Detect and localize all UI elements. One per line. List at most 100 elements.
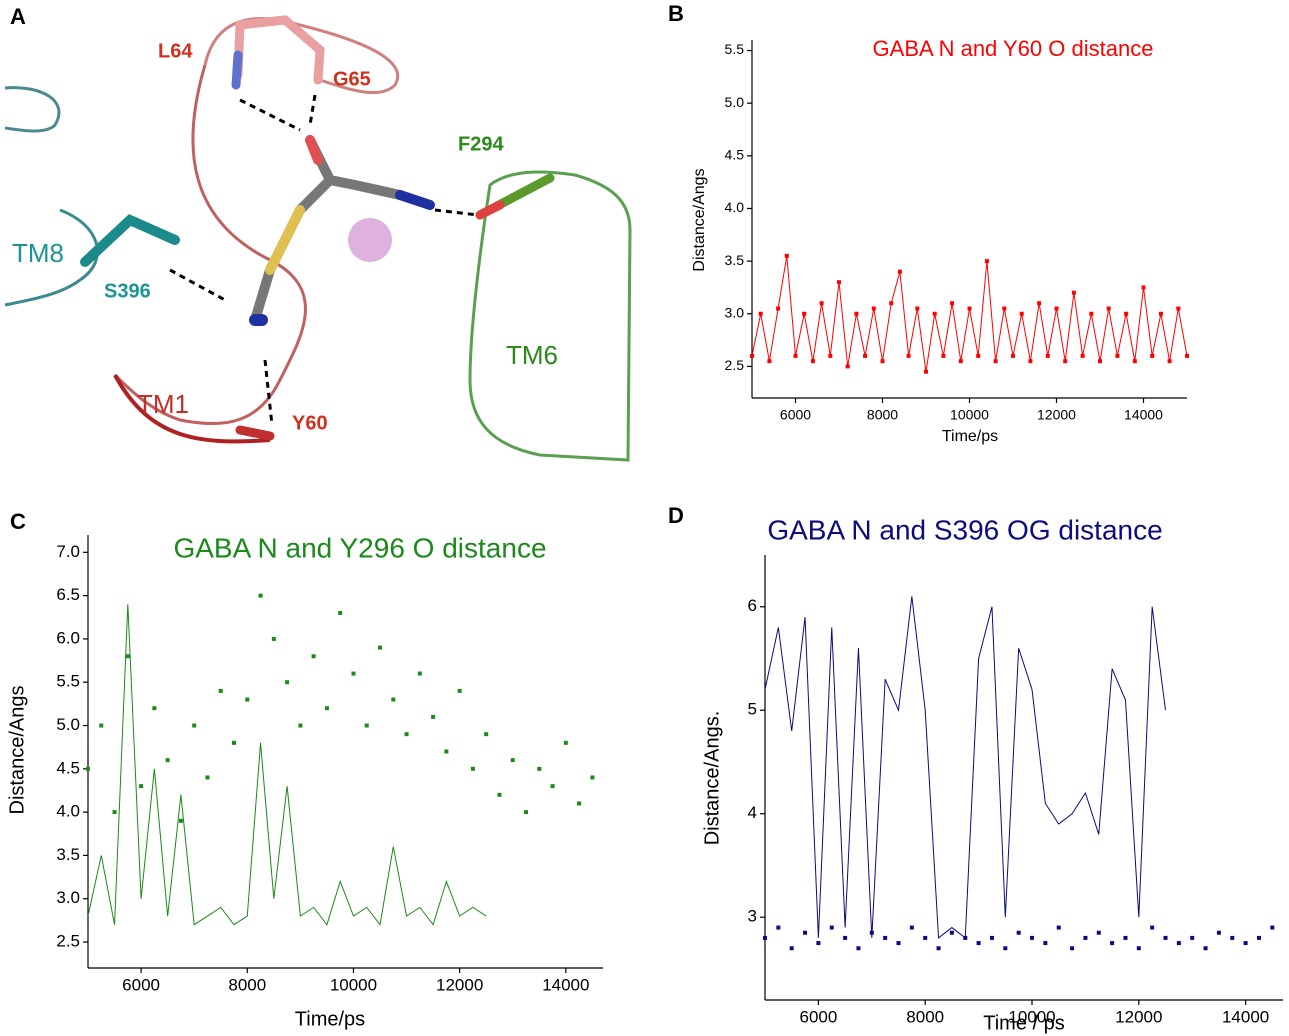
data-point bbox=[923, 935, 928, 940]
data-point bbox=[1176, 306, 1181, 311]
data-point bbox=[378, 645, 383, 650]
data-point bbox=[958, 359, 963, 364]
panel-label: A bbox=[10, 4, 26, 29]
data-point bbox=[524, 810, 529, 815]
chart: D GABA N and S396 OG distance Time / ps Dis… bbox=[668, 503, 1283, 1034]
data-point bbox=[1089, 311, 1094, 316]
y-tick-label: 3.5 bbox=[725, 252, 745, 268]
data-point bbox=[1124, 311, 1129, 316]
data-point bbox=[1123, 935, 1128, 940]
data-line bbox=[87, 604, 487, 926]
stick bbox=[235, 425, 275, 441]
data-point bbox=[1256, 935, 1261, 940]
data-point bbox=[245, 697, 250, 702]
data-point bbox=[324, 706, 329, 711]
data-point bbox=[984, 259, 989, 264]
y-tick-label: 5.5 bbox=[725, 41, 745, 57]
data-point bbox=[470, 766, 475, 771]
data-point bbox=[404, 732, 409, 737]
helix-label: TM8 bbox=[12, 238, 64, 268]
data-point bbox=[99, 723, 104, 728]
data-point bbox=[915, 306, 920, 311]
data-point bbox=[1080, 353, 1085, 358]
data-point bbox=[949, 930, 954, 935]
y-tick-label: 6.0 bbox=[56, 628, 80, 647]
data-point bbox=[819, 301, 824, 306]
data-point bbox=[271, 636, 276, 641]
data-point bbox=[550, 784, 555, 789]
data-point bbox=[1216, 930, 1221, 935]
data-point bbox=[976, 941, 981, 946]
data-point bbox=[1167, 359, 1172, 364]
ribbon bbox=[113, 374, 271, 444]
data-point bbox=[537, 766, 542, 771]
data-point bbox=[843, 935, 848, 940]
x-tick-label: 6000 bbox=[780, 407, 811, 423]
ribbon bbox=[4, 86, 61, 133]
data-point bbox=[1037, 301, 1042, 306]
data-point bbox=[1011, 353, 1015, 358]
data-point bbox=[763, 935, 767, 940]
data-point bbox=[1203, 946, 1208, 951]
data-point bbox=[889, 301, 894, 306]
data-point bbox=[837, 280, 841, 285]
y-tick-label: 3.0 bbox=[725, 304, 745, 320]
panel-label: B bbox=[668, 1, 684, 26]
y-tick-label: 5.0 bbox=[56, 715, 80, 734]
x-tick-label: 12000 bbox=[1037, 407, 1076, 423]
data-point bbox=[993, 359, 998, 364]
residue-label: S396 bbox=[104, 280, 151, 302]
data-point bbox=[178, 818, 183, 823]
data-point bbox=[802, 311, 807, 316]
ion bbox=[348, 218, 392, 262]
data-point bbox=[1141, 285, 1146, 290]
data-point bbox=[967, 306, 972, 311]
data-point bbox=[1019, 311, 1024, 316]
x-tick-label: 8000 bbox=[906, 1007, 944, 1026]
data-point bbox=[1028, 359, 1033, 364]
helix-label: TM1 bbox=[137, 389, 189, 419]
x-axis-label: Time / ps bbox=[983, 1012, 1065, 1034]
data-point bbox=[776, 925, 781, 930]
y-tick-label: 6 bbox=[748, 596, 757, 615]
data-point bbox=[1096, 930, 1101, 935]
y-tick-label: 4.5 bbox=[56, 758, 80, 777]
data-point bbox=[816, 941, 821, 946]
x-tick-label: 6000 bbox=[122, 975, 160, 994]
data-point bbox=[909, 925, 914, 930]
data-point bbox=[829, 925, 834, 930]
data-point bbox=[845, 364, 850, 369]
data-point bbox=[1043, 941, 1048, 946]
x-tick-label: 14000 bbox=[542, 975, 589, 994]
y-tick-label: 6.5 bbox=[56, 585, 80, 604]
chart: C GABA N and Y296 O distance Time/ps Distan… bbox=[6, 509, 603, 1030]
data-point bbox=[767, 359, 772, 364]
y-tick-label: 2.5 bbox=[725, 357, 745, 373]
data-point bbox=[1185, 353, 1189, 358]
data-point bbox=[1030, 935, 1035, 940]
data-point bbox=[1190, 935, 1195, 940]
data-point bbox=[854, 311, 859, 316]
data-point bbox=[192, 723, 197, 728]
data-point bbox=[1003, 946, 1008, 951]
data-point bbox=[577, 801, 582, 806]
data-point bbox=[793, 353, 798, 358]
residue-label: F294 bbox=[458, 133, 504, 155]
data-point bbox=[1115, 353, 1120, 358]
data-line bbox=[764, 596, 1167, 939]
data-point bbox=[871, 306, 876, 311]
panel-label: D bbox=[668, 503, 684, 528]
stick bbox=[231, 50, 243, 90]
y-tick-label: 7.0 bbox=[56, 542, 80, 561]
data-point bbox=[789, 946, 794, 951]
y-axis-label: Distance/Angs bbox=[6, 686, 28, 815]
y-tick-label: 5.0 bbox=[725, 94, 745, 110]
data-point bbox=[417, 671, 422, 676]
y-tick-label: 3 bbox=[748, 907, 757, 926]
data-point bbox=[258, 593, 263, 598]
data-point bbox=[1070, 946, 1075, 951]
data-point bbox=[1098, 359, 1102, 364]
data-point bbox=[351, 671, 356, 676]
data-point bbox=[897, 269, 902, 274]
x-axis-label: Time/ps bbox=[942, 428, 998, 445]
